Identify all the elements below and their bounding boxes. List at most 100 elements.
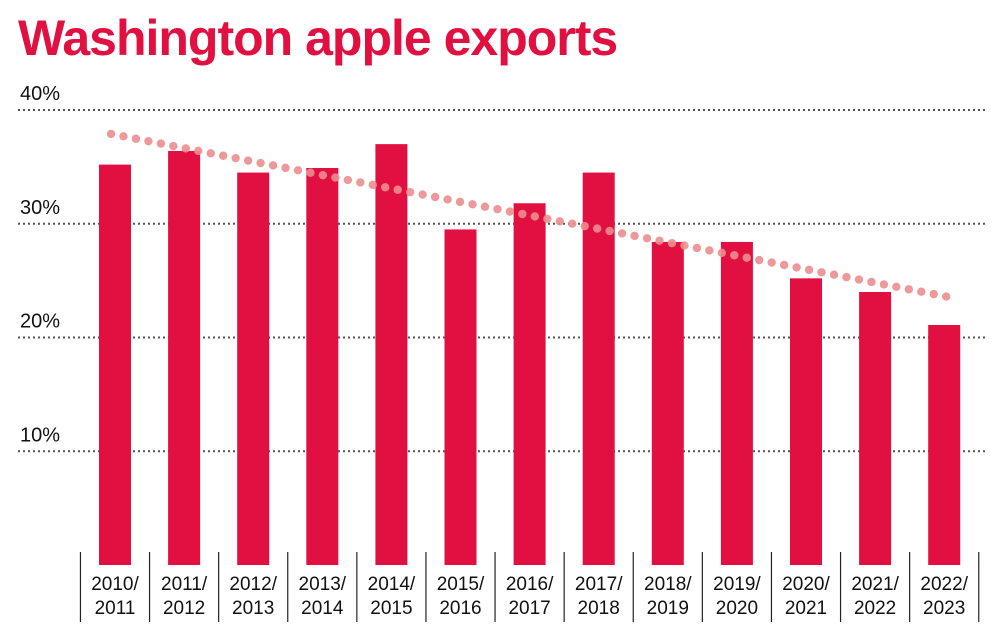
trendline: [106, 129, 951, 301]
trend-dot: [169, 141, 178, 151]
bar: [168, 150, 201, 565]
trend-dot: [642, 234, 652, 243]
trend-dot: [530, 212, 540, 221]
bar: [513, 203, 546, 565]
trend-dot: [518, 209, 527, 219]
trend-dot: [243, 156, 253, 165]
trend-dot: [381, 183, 390, 192]
trend-dot: [804, 265, 814, 275]
bar: [444, 229, 477, 565]
trend-dot: [480, 202, 490, 211]
trend-dot: [792, 263, 801, 272]
trend-dot: [892, 282, 901, 292]
trend-dot: [817, 268, 826, 277]
trend-dot: [156, 139, 166, 148]
trend-dot: [181, 144, 190, 153]
trend-dot: [879, 280, 889, 289]
trend-dot: [904, 285, 914, 294]
x-tick-label: 2015/2016: [437, 574, 485, 619]
trend-dot: [755, 255, 764, 265]
trend-dot: [206, 149, 215, 158]
y-tick-label: 30%: [20, 197, 60, 219]
x-tick-label: 2017/2018: [575, 574, 623, 619]
trend-dot: [667, 238, 677, 248]
trend-dot: [742, 253, 751, 262]
trend-dot: [218, 151, 228, 160]
trend-dot: [842, 272, 851, 282]
bar: [790, 278, 822, 565]
x-tick-label: 2022/2023: [920, 574, 968, 619]
x-tick-label: 2018/2019: [644, 574, 692, 619]
x-tick-label: 2021/2022: [851, 574, 899, 619]
trend-dot: [405, 187, 415, 197]
trend-dot: [281, 163, 290, 173]
bar: [651, 241, 684, 565]
y-tick-label: 20%: [20, 311, 60, 333]
trend-dot: [343, 175, 353, 185]
trend-dot: [293, 166, 303, 175]
trend-dot: [443, 195, 452, 204]
trend-dot: [119, 132, 128, 141]
trend-dot: [705, 246, 714, 255]
gridlines: [18, 109, 985, 453]
trend-dot: [767, 258, 776, 267]
trend-dot: [306, 168, 315, 177]
trend-dot: [630, 231, 639, 241]
trend-dot: [493, 204, 502, 214]
trend-dot: [854, 275, 864, 284]
trend-dot: [455, 197, 465, 207]
trend-dot: [680, 241, 689, 250]
x-tick-label: 2016/2017: [506, 574, 554, 619]
trend-dot: [605, 226, 614, 236]
trend-dot: [268, 161, 278, 170]
trend-dot: [231, 153, 240, 163]
trend-dot: [368, 180, 377, 190]
trend-dot: [592, 224, 602, 233]
y-axis-labels: 10% 20% 30% 40%: [20, 83, 60, 446]
bar: [720, 241, 753, 565]
trend-dot: [256, 158, 265, 168]
x-tick-label: 2012/2013: [229, 574, 277, 619]
trend-dot: [617, 229, 627, 238]
x-tick-label: 2011/2012: [161, 574, 208, 619]
trend-dot: [430, 192, 440, 202]
trend-dot: [393, 185, 402, 194]
bar: [582, 172, 615, 565]
trend-dot: [917, 287, 926, 296]
trend-dot: [568, 219, 577, 228]
bar: [99, 164, 131, 565]
trend-dot: [942, 292, 951, 301]
trend-dot: [356, 178, 365, 187]
x-tick-label: 2013/2014: [299, 574, 347, 619]
bar: [375, 144, 408, 565]
trend-dot: [505, 207, 515, 216]
trend-dot: [194, 146, 203, 156]
trend-dot: [829, 270, 839, 279]
chart-title: Washington apple exports: [18, 10, 618, 66]
trend-dot: [779, 260, 789, 270]
x-tick-label: 2014/2015: [368, 574, 416, 619]
bar: [928, 324, 961, 565]
trend-dot: [655, 236, 664, 245]
trend-dot: [543, 214, 552, 224]
bar: [237, 172, 270, 565]
trend-dot: [144, 136, 153, 146]
x-tick-label: 2020/2021: [782, 574, 830, 619]
bars: [99, 144, 961, 565]
x-tick-label: 2019/2020: [713, 574, 761, 619]
x-axis: 2010/2011 2011/2012 2012/2013 2013/2014 2014…: [79, 552, 980, 622]
y-tick-label: 10%: [20, 424, 60, 446]
bar: [859, 292, 892, 565]
trend-dot: [131, 134, 141, 143]
x-tick-label: 2010/2011: [91, 574, 139, 619]
trend-dot: [867, 277, 876, 287]
trend-dot: [331, 173, 340, 182]
trend-dot: [468, 200, 477, 209]
trend-dot: [418, 190, 427, 199]
trend-dot: [730, 251, 739, 260]
bar: [306, 168, 339, 565]
trend-dot: [580, 221, 589, 231]
trend-dot: [929, 289, 938, 299]
trend-dot: [318, 170, 328, 180]
